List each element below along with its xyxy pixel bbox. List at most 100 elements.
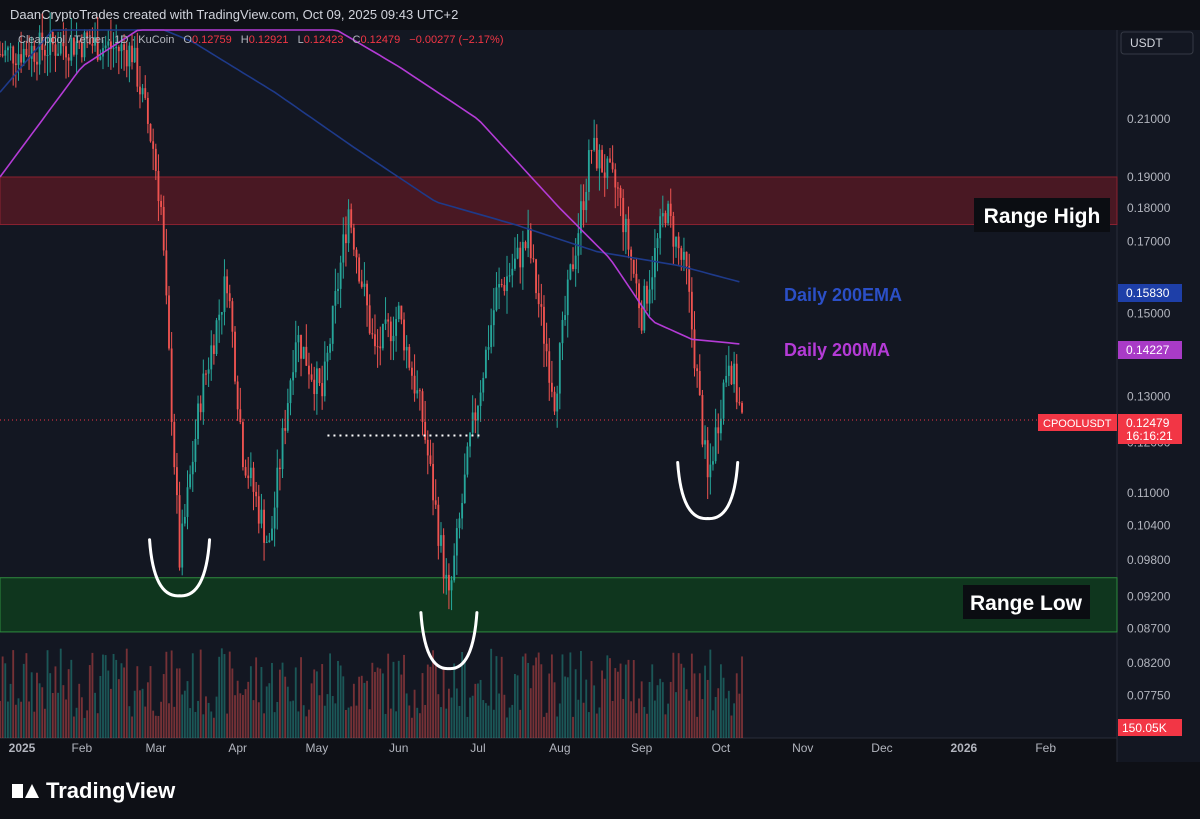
volume-bar xyxy=(78,683,81,738)
candle-body xyxy=(345,234,347,244)
volume-bar xyxy=(706,679,709,738)
volume-bar xyxy=(553,682,556,738)
candle-body xyxy=(43,49,46,56)
volume-bar xyxy=(75,707,78,738)
candle-body xyxy=(199,403,202,413)
candle-body xyxy=(223,276,226,313)
volume-bar xyxy=(173,706,176,738)
candle-body xyxy=(701,395,704,445)
candle-body xyxy=(506,276,508,292)
candle-body xyxy=(458,518,461,529)
volume-bar xyxy=(535,657,537,738)
volume-bar xyxy=(630,701,633,738)
candle-body xyxy=(381,323,384,349)
volume-bar xyxy=(543,716,545,738)
candle-body xyxy=(453,555,456,581)
volume-bar xyxy=(582,702,585,738)
candle-body xyxy=(46,55,49,57)
volume-bar xyxy=(426,664,429,738)
volume-bar xyxy=(128,706,131,738)
candle-body xyxy=(194,438,197,462)
volume-bar xyxy=(334,703,337,738)
candle-body xyxy=(160,201,163,207)
volume-bar xyxy=(574,669,577,738)
ticker-badge-text: CPOOLUSDT xyxy=(1043,418,1112,430)
volume-bar xyxy=(403,654,405,738)
candle-body xyxy=(186,487,189,517)
volume-bar xyxy=(714,696,717,738)
price-chart[interactable]: 0.210000.190000.180000.170000.150000.140… xyxy=(0,0,1200,762)
candle-body xyxy=(421,391,424,422)
candle-body xyxy=(263,509,265,543)
currency-label: USDT xyxy=(1130,36,1163,50)
candle-body xyxy=(500,284,503,286)
candle-body xyxy=(643,285,646,331)
candle-body xyxy=(706,440,709,478)
candle-body xyxy=(30,45,33,59)
candle-body xyxy=(611,162,614,170)
candle-body xyxy=(289,380,292,404)
candle-body xyxy=(157,170,160,202)
volume-bar xyxy=(408,705,411,738)
volume-bar xyxy=(49,673,52,738)
volume-bar xyxy=(210,711,213,738)
volume-bar xyxy=(102,654,104,738)
candle-body xyxy=(318,368,321,384)
candle-body xyxy=(437,504,440,546)
price-tick-label: 0.07750 xyxy=(1127,688,1171,702)
candle-body xyxy=(434,500,437,505)
time-tick-label: Jun xyxy=(389,741,408,755)
volume-bar xyxy=(358,676,361,738)
volume-bar xyxy=(635,713,638,738)
volume-bar xyxy=(342,676,345,738)
currency-badge[interactable] xyxy=(1120,31,1194,55)
candle-body xyxy=(236,381,239,410)
volume-bar xyxy=(569,652,572,738)
footer xyxy=(0,762,1200,819)
volume-bar xyxy=(664,714,667,738)
volume-bar xyxy=(25,653,28,738)
volume-bar xyxy=(212,717,215,738)
volume-bar xyxy=(556,716,559,738)
candle-body xyxy=(94,37,96,46)
volume-bar xyxy=(653,700,656,738)
candle-body xyxy=(712,461,714,465)
volume-bar xyxy=(107,670,110,738)
volume-bar xyxy=(313,669,316,738)
candle-body xyxy=(418,390,421,392)
candle-body xyxy=(619,187,622,198)
candle-body xyxy=(109,41,112,49)
candle-body xyxy=(321,383,324,397)
high-value: 0.12921 xyxy=(248,34,289,46)
price-tick-label: 0.18000 xyxy=(1127,201,1171,215)
candle-body xyxy=(585,191,588,211)
volume-bar xyxy=(413,689,416,738)
candle-body xyxy=(22,48,25,63)
volume-bar xyxy=(112,653,115,738)
volume-bar xyxy=(482,700,485,738)
volume-bar xyxy=(355,705,358,738)
volume-bar xyxy=(131,716,133,738)
time-tick-label: Jul xyxy=(470,741,485,755)
candle-body xyxy=(521,242,524,268)
tradingview-logo[interactable]: TradingView xyxy=(12,778,175,804)
candle-body xyxy=(337,288,339,292)
volume-bar xyxy=(738,693,741,738)
volume-bar xyxy=(366,680,368,738)
volume-bar xyxy=(564,676,567,738)
candle-body xyxy=(17,54,20,66)
candle-body xyxy=(725,375,728,383)
candle-body xyxy=(212,345,215,354)
volume-bar xyxy=(580,650,582,738)
volume-bar xyxy=(638,698,640,738)
volume-bar xyxy=(28,701,30,738)
ma-badge-value: 0.14227 xyxy=(1126,343,1170,357)
volume-bar xyxy=(54,666,57,738)
candle-body xyxy=(445,574,448,579)
candle-body xyxy=(96,37,99,60)
volume-bar xyxy=(474,683,477,738)
candle-body xyxy=(566,279,569,316)
low-key: L xyxy=(297,34,304,46)
candle-body xyxy=(38,32,41,65)
volume-bar xyxy=(149,666,152,738)
